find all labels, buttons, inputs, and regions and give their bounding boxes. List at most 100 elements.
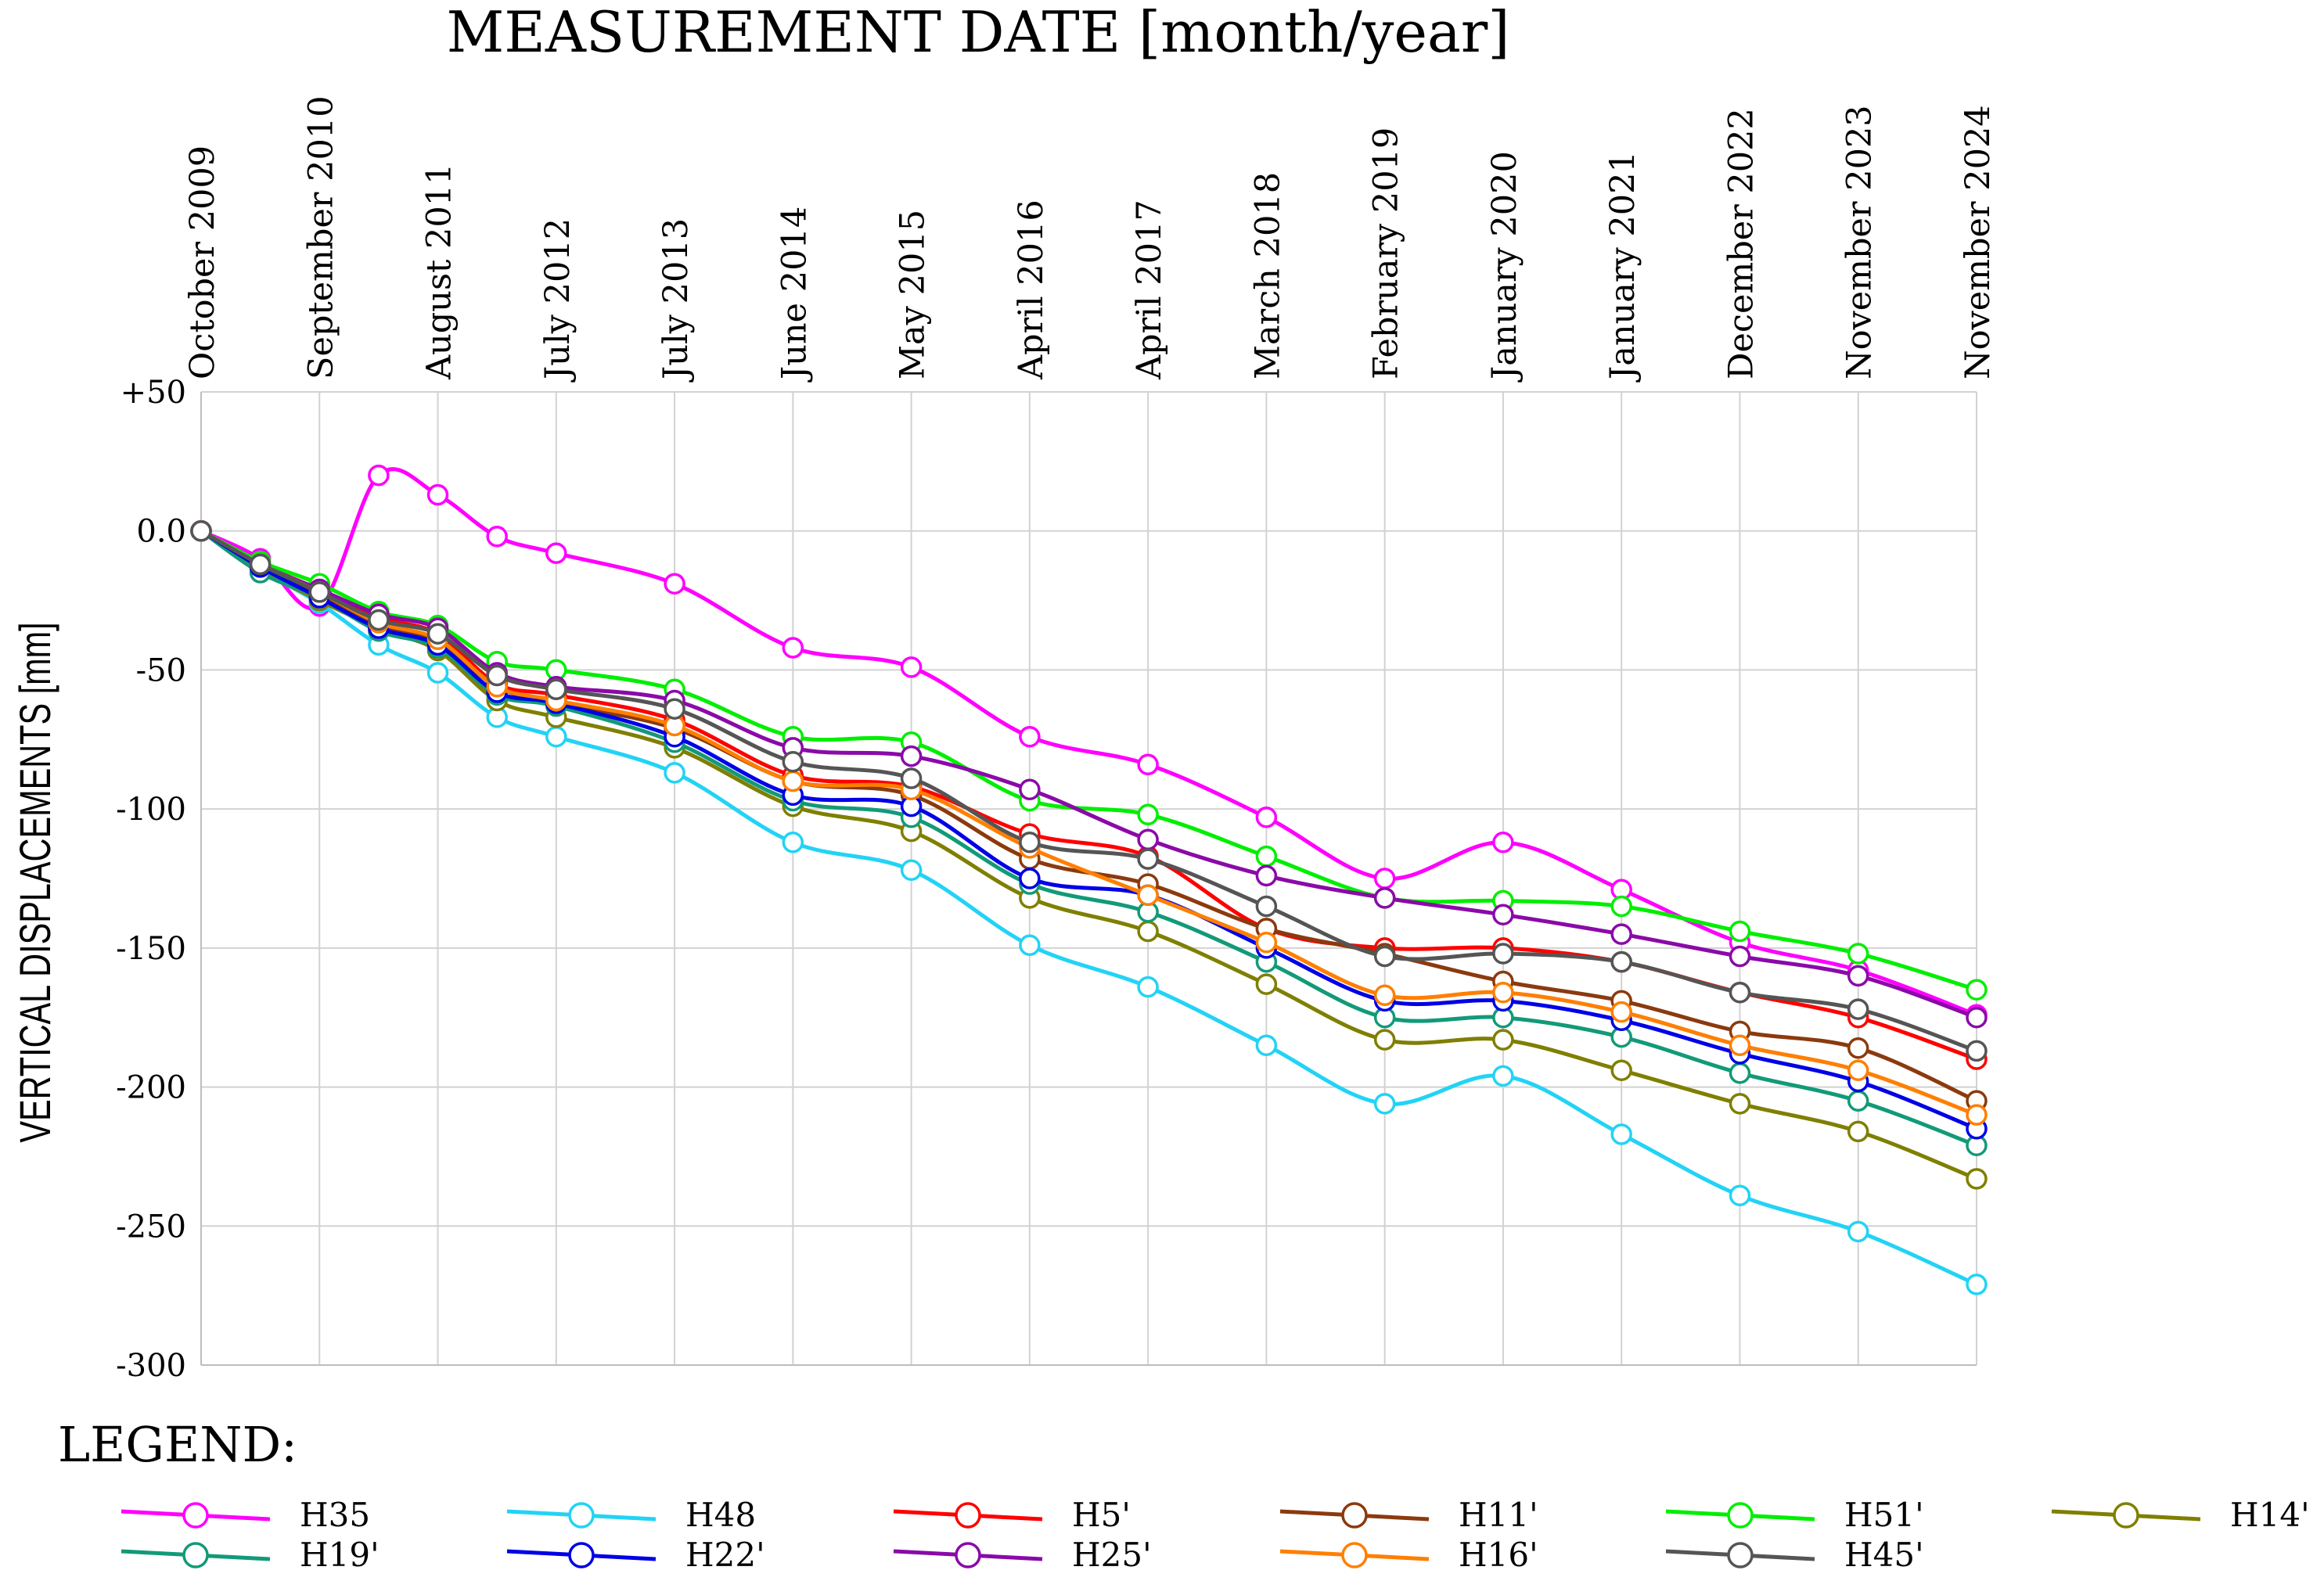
data-point-h48 [900, 859, 923, 882]
legend-label: H19' [300, 1536, 380, 1574]
data-point-h25 [900, 745, 923, 767]
data-point-h35 [1373, 868, 1396, 889]
y-axis-label: VERTICAL DISPLACEMENTS [mm] [11, 622, 60, 1142]
data-point-h48 [1019, 934, 1041, 957]
data-point-h48 [1847, 1220, 1869, 1243]
series-h16 [190, 519, 1988, 1126]
data-point-h35 [664, 573, 685, 595]
legend-item-h51: H51' [1665, 1496, 1924, 1534]
legend-swatch-marker [568, 1502, 595, 1529]
data-point-h25 [1966, 1006, 1988, 1029]
legend-label: H48 [685, 1496, 756, 1534]
legend-item-h35: H35 [121, 1496, 370, 1534]
series-line-h19 [200, 529, 1977, 1148]
data-point-h16 [1492, 981, 1514, 1004]
data-point-h14 [1137, 920, 1159, 943]
legend-item-h22: H22' [506, 1536, 765, 1574]
series-h14 [190, 519, 1988, 1190]
data-point-h35 [368, 464, 390, 487]
series-line-h11 [200, 529, 1978, 1103]
y-tick-label: -250 [116, 1209, 186, 1245]
legend-item-h5: H5' [893, 1496, 1131, 1534]
x-tick-label: May 2015 [894, 210, 933, 379]
data-point-h45 [1966, 1040, 1988, 1062]
data-point-h48 [1492, 1065, 1514, 1087]
x-tick-label: January 2021 [1603, 151, 1642, 383]
data-point-h48 [1729, 1184, 1751, 1206]
data-point-h19 [1729, 1062, 1751, 1084]
legend-label: H35 [300, 1496, 370, 1534]
data-point-h45 [782, 750, 804, 773]
data-point-h45 [1847, 998, 1869, 1020]
x-tick-label: April 2017 [1130, 199, 1169, 380]
series-line-h48 [200, 529, 1978, 1287]
x-tick-label: November 2024 [1959, 105, 1998, 379]
data-point-h48 [1373, 1093, 1396, 1115]
y-tick-label: -200 [116, 1070, 186, 1106]
chart-title: MEASUREMENT DATE [month/year] [447, 0, 1510, 65]
data-point-h35 [545, 542, 567, 564]
data-point-h16 [1610, 1001, 1632, 1023]
data-point-h51 [1137, 803, 1159, 826]
data-point-h48 [1255, 1034, 1278, 1057]
data-point-h45 [249, 553, 272, 576]
data-point-h25 [1492, 904, 1514, 925]
x-tick-label: February 2019 [1367, 128, 1406, 379]
series-h35 [190, 464, 1988, 1026]
data-point-h22 [1019, 868, 1041, 889]
legend-swatch-marker [2113, 1502, 2139, 1529]
data-point-h45 [1610, 950, 1632, 973]
data-point-h45 [1729, 981, 1751, 1004]
data-point-h16 [1137, 884, 1159, 907]
series-lines [190, 464, 1988, 1295]
data-point-h11 [1847, 1037, 1869, 1059]
series-h51 [190, 519, 1988, 1001]
legend-title: LEGEND: [58, 1416, 297, 1473]
data-point-h45 [900, 767, 923, 789]
legend-label: H51' [1844, 1496, 1924, 1534]
series-h48 [190, 519, 1988, 1295]
data-point-h25 [1019, 778, 1041, 801]
data-point-h35 [1255, 807, 1278, 828]
data-point-h35 [900, 656, 923, 678]
data-point-h14 [1255, 973, 1278, 995]
x-tick-label: December 2022 [1721, 108, 1761, 379]
data-point-h48 [545, 725, 567, 748]
data-point-h16 [782, 770, 804, 792]
x-tick-label: March 2018 [1248, 172, 1287, 379]
legend-swatch-marker [1727, 1542, 1754, 1568]
legend-swatch-marker [182, 1502, 209, 1529]
legend-label: H14' [2230, 1496, 2310, 1534]
legend-swatch-marker [1727, 1502, 1754, 1529]
legend-swatch-marker [182, 1542, 209, 1568]
data-point-h35 [1492, 832, 1514, 853]
series-line-h25 [200, 529, 1977, 1020]
data-point-h14 [1610, 1059, 1632, 1081]
data-point-h35 [426, 483, 449, 506]
legend-item-h48: H48 [506, 1496, 756, 1534]
data-point-h35 [1019, 725, 1041, 748]
data-point-h35 [1137, 753, 1159, 776]
legend-swatch-marker [1341, 1542, 1368, 1568]
legend: H35 H48 H5' H11' H51' H14' H19' H22' H25' H16' H45… [121, 1496, 2310, 1574]
y-tick-label: -300 [116, 1348, 186, 1384]
series-line-h14 [200, 529, 1977, 1181]
y-tick-label: -100 [116, 792, 186, 828]
series-h22 [190, 519, 1988, 1140]
data-point-h48 [426, 662, 449, 684]
data-point-h14 [1847, 1120, 1869, 1143]
data-point-h45 [486, 664, 508, 687]
data-point-h45 [664, 698, 685, 720]
series-line-h22 [200, 529, 1977, 1131]
data-point-h45 [1137, 848, 1159, 870]
legend-item-h45: H45' [1665, 1536, 1924, 1574]
legend-item-h25: H25' [893, 1536, 1152, 1574]
legend-label: H22' [685, 1536, 765, 1574]
y-tick-label: +50 [121, 375, 186, 411]
data-point-h25 [1255, 864, 1278, 887]
y-tick-labels: +50 0.0 -50 -100 -150 -200 -250 -300 [116, 375, 186, 1384]
y-tick-label: -150 [116, 931, 186, 967]
data-point-h45 [1255, 895, 1278, 918]
series-h45 [190, 519, 1988, 1062]
